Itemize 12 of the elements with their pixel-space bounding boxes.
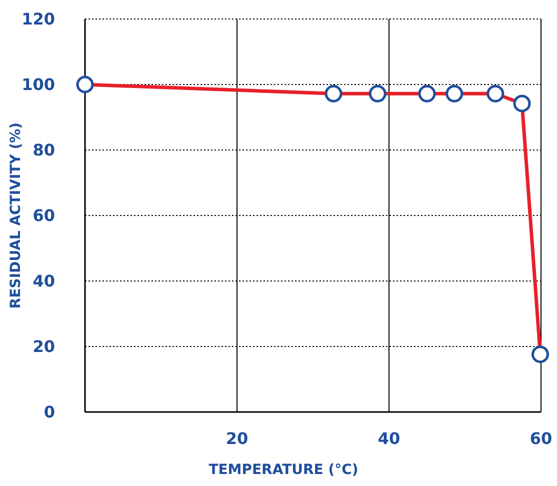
x-tick-label: 20 [226, 429, 248, 448]
y-tick-label: 120 [22, 10, 55, 29]
y-tick-label: 100 [22, 75, 55, 94]
x-tick-label: 60 [530, 429, 552, 448]
x-axis-title: TEMPERATURE (°C) [208, 462, 358, 478]
y-tick-label: 0 [44, 402, 55, 422]
y-tick-label: 80 [32, 140, 55, 160]
y-axis-title: RESIDUAL ACTIVITY (%) [8, 122, 24, 309]
y-tick-label: 20 [32, 337, 55, 356]
x-tick-label: 40 [378, 429, 400, 448]
y-tick-label: 40 [32, 272, 55, 291]
y-tick-label: 60 [32, 206, 55, 226]
